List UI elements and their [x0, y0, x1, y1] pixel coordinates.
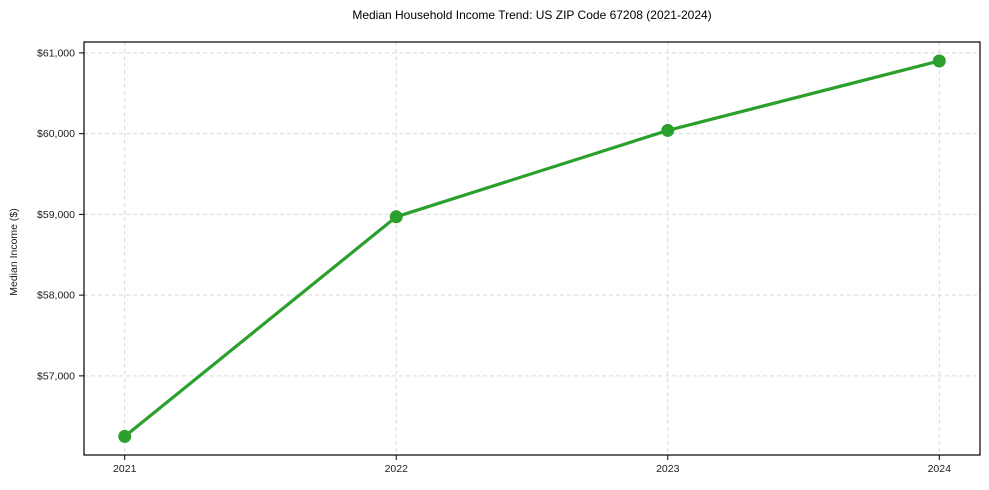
chart-title: Median Household Income Trend: US ZIP Co…	[352, 8, 712, 22]
y-tick-label: $58,000	[37, 290, 75, 302]
y-tick-label: $61,000	[37, 47, 75, 59]
x-tick-label: 2024	[928, 463, 952, 475]
x-tick-label: 2021	[113, 463, 137, 475]
x-tick-label: 2023	[656, 463, 680, 475]
trend-line	[123, 59, 941, 439]
data-point-marker	[932, 54, 946, 68]
data-point-marker	[118, 429, 132, 443]
data-point-marker	[661, 123, 675, 137]
data-point-marker	[389, 210, 403, 224]
y-tick-label: $60,000	[37, 128, 75, 140]
x-tick-label: 2022	[385, 463, 409, 475]
plot-border	[83, 41, 981, 456]
y-tick-label: $59,000	[37, 209, 75, 221]
y-tick-label: $57,000	[37, 370, 75, 382]
